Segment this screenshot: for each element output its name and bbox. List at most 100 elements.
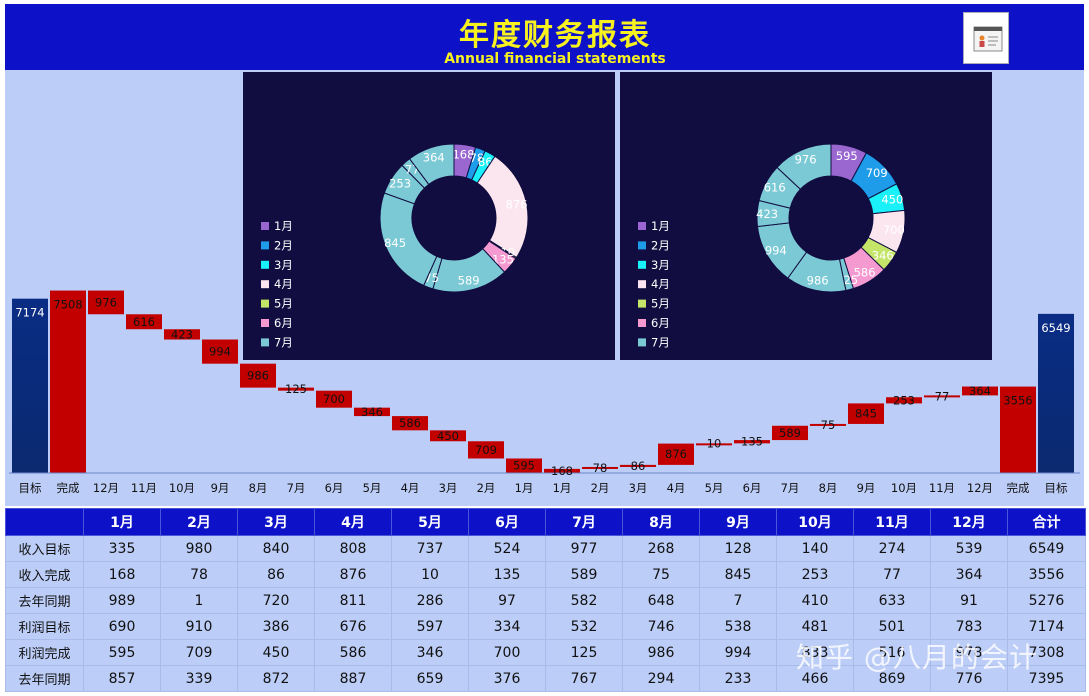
table-cell: 386 (237, 613, 315, 640)
table-row-label: 利润目标 (5, 613, 84, 640)
table-cell: 7174 (1007, 613, 1086, 640)
table-cell: 10 (391, 561, 469, 588)
table-header-cell: 10月 (776, 508, 854, 536)
table-cell: 586 (314, 639, 392, 666)
table-cell: 978 (930, 639, 1008, 666)
legend-swatch (261, 299, 269, 308)
waterfall-data-label: 7508 (53, 298, 82, 312)
table-header-row: 1月 2月 3月 4月 5月 6月 7月 8月 9月 10月 11月 12月 合计 (5, 508, 1086, 536)
table-cell: 410 (776, 587, 854, 614)
table-cell: 845 (699, 561, 777, 588)
legend-label: 3月 (651, 258, 670, 272)
table-cell: 481 (776, 613, 854, 640)
waterfall-category-label: 5月 (363, 481, 382, 495)
legend-swatch (261, 222, 269, 230)
table-header-cell: 9月 (699, 508, 777, 536)
waterfall-category-label: 4月 (401, 481, 420, 495)
table-cell: 833 (776, 639, 854, 666)
table-header-cell: 2月 (160, 508, 238, 536)
table-cell: 1 (160, 587, 238, 614)
donut-panel (620, 72, 992, 360)
waterfall-bar (810, 423, 846, 426)
waterfall-bar (240, 363, 276, 388)
waterfall-category-label: 9月 (857, 481, 876, 495)
waterfall-category-label: 12月 (93, 481, 119, 495)
table-cell: 720 (237, 587, 315, 614)
waterfall-data-label: 845 (855, 407, 877, 421)
legend-label: 1月 (274, 219, 293, 233)
table-cell: 6549 (1007, 535, 1086, 562)
document-icon (963, 12, 1009, 64)
donut-data-label: 595 (836, 149, 858, 163)
waterfall-category-label: 5月 (705, 481, 724, 495)
donut-data-label: 700 (883, 223, 905, 237)
table-body: 收入目标 335 980 840 808 737 524 977 268 128 140 274 539… (5, 535, 1086, 692)
waterfall-data-label: 589 (779, 426, 801, 440)
table-cell: 294 (622, 665, 700, 692)
waterfall-category-label: 8月 (249, 481, 268, 495)
donut-data-label: 709 (866, 166, 888, 180)
donut-data-label: 450 (881, 193, 903, 207)
waterfall-data-label: 6549 (1041, 321, 1070, 335)
table-cell: 168 (83, 561, 161, 588)
table-cell: 633 (853, 587, 931, 614)
table-header-cell: 3月 (237, 508, 315, 536)
legend-label: 4月 (651, 277, 670, 291)
legend-label: 7月 (651, 335, 670, 349)
table-cell: 450 (237, 639, 315, 666)
waterfall-data-label: 135 (741, 435, 763, 449)
table-cell: 746 (622, 613, 700, 640)
waterfall-data-label: 700 (323, 392, 345, 406)
legend-label: 6月 (274, 316, 293, 330)
legend-swatch (638, 338, 646, 347)
waterfall-category-label: 完成 (1007, 481, 1030, 495)
waterfall-bar (164, 329, 200, 340)
waterfall-data-label: 86 (631, 459, 646, 473)
table-cell: 989 (83, 587, 161, 614)
table-cell: 690 (83, 613, 161, 640)
table-cell: 7308 (1007, 639, 1086, 666)
table-cell: 501 (853, 613, 931, 640)
waterfall-bar (772, 425, 808, 441)
waterfall-category-label: 11月 (131, 481, 157, 495)
table-cell: 75 (622, 561, 700, 588)
table-cell: 334 (468, 613, 546, 640)
report-header: 年度财务报表 Annual financial statements (5, 4, 1084, 70)
waterfall-category-label: 11月 (929, 481, 955, 495)
table-cell: 857 (83, 665, 161, 692)
table-cell: 538 (699, 613, 777, 640)
donut-data-label: 994 (765, 243, 787, 257)
donut-slice (776, 143, 832, 190)
table-cell: 77 (853, 561, 931, 588)
waterfall-category-label: 6月 (743, 481, 762, 495)
table-cell: 980 (160, 535, 238, 562)
legend-label: 5月 (651, 297, 670, 311)
waterfall-category-label: 1月 (515, 481, 534, 495)
waterfall-category-label: 8月 (819, 481, 838, 495)
table-header-cell: 4月 (314, 508, 392, 536)
waterfall-bar (430, 430, 466, 442)
table-cell: 582 (545, 587, 623, 614)
waterfall-category-label: 7月 (287, 481, 306, 495)
waterfall-bar (278, 387, 314, 391)
waterfall-bar (886, 397, 922, 404)
chart-area: 7174 7508 976 616 423 994 986 125 700 346 586 450 70… (5, 70, 1084, 506)
waterfall-bar (734, 440, 770, 444)
waterfall-bar (848, 403, 884, 424)
legend-label: 2月 (274, 238, 293, 252)
table-cell: 5276 (1007, 587, 1086, 614)
table-cell: 376 (468, 665, 546, 692)
table-cell: 364 (930, 561, 1008, 588)
table-cell: 709 (160, 639, 238, 666)
table-cell: 737 (391, 535, 469, 562)
legend-swatch (261, 280, 269, 289)
table-cell: 140 (776, 535, 854, 562)
waterfall-category-label: 目标 (1045, 481, 1068, 495)
table-cell: 135 (468, 561, 546, 588)
waterfall-bar (1000, 386, 1036, 473)
table-cell: 994 (699, 639, 777, 666)
table-cell: 977 (545, 535, 623, 562)
table-row-label: 去年同期 (5, 587, 84, 614)
waterfall-category-label: 9月 (211, 481, 230, 495)
waterfall-bar (392, 416, 428, 431)
